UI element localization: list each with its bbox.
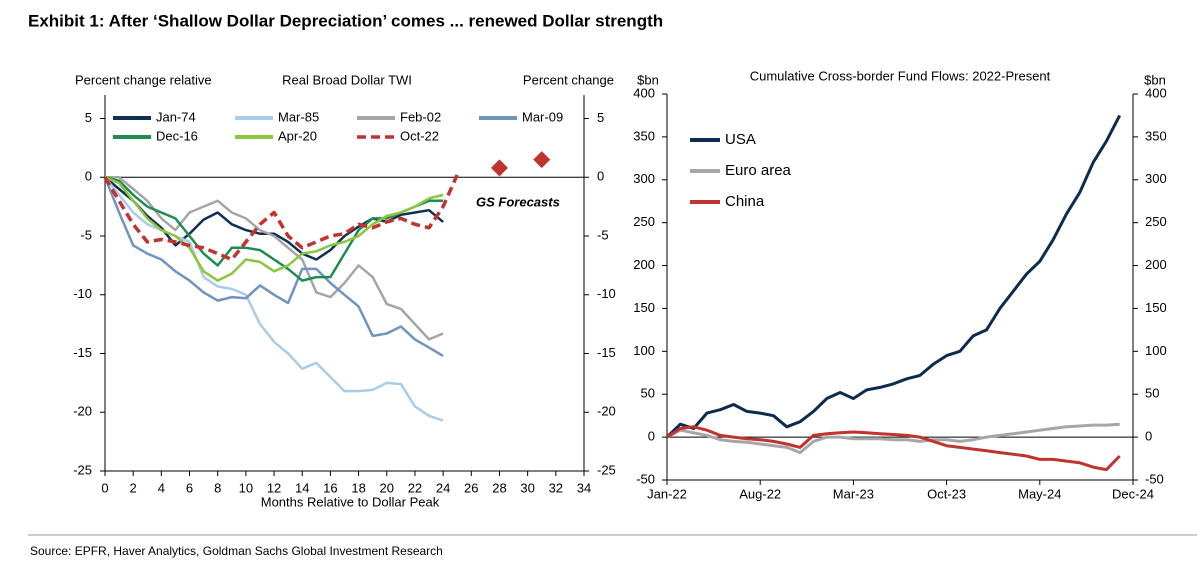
legend-label: Apr-20	[278, 128, 317, 143]
y2-tick-label: 0	[597, 169, 604, 184]
series-line	[104, 176, 444, 282]
x-tick-label: 24	[436, 480, 450, 495]
y-tick-label: 100	[633, 343, 655, 358]
y2-tick-label: 5	[597, 110, 604, 125]
series-line	[104, 176, 444, 261]
source: Source: EPFR, Haver Analytics, Goldman S…	[30, 544, 443, 558]
series-line	[666, 422, 1120, 455]
series-line	[103, 174, 459, 262]
legend-label: Dec-16	[156, 128, 198, 143]
x-tick-label: 12	[267, 480, 281, 495]
y-axis-label: $bn	[637, 72, 659, 87]
series-line	[104, 176, 444, 282]
x-tick-label: 18	[351, 480, 365, 495]
y2-axis-label: $bn	[1144, 72, 1166, 87]
x-tick-label: 34	[577, 480, 591, 495]
y2-tick-label: 200	[1145, 257, 1167, 272]
x-axis-label: Months Relative to Dollar Peak	[261, 494, 440, 509]
series-line	[103, 176, 444, 357]
y-tick-label: -10	[73, 286, 92, 301]
x-tick-label: Jan-22	[647, 486, 687, 501]
legend-label: Mar-09	[522, 109, 563, 124]
y2-tick-label: 150	[1145, 300, 1167, 315]
x-tick-label: 26	[464, 480, 478, 495]
legend-label: Mar-85	[278, 109, 319, 124]
y-tick-label: 400	[633, 85, 655, 100]
chart-title: Cumulative Cross-border Fund Flows: 2022…	[750, 68, 1051, 83]
y2-tick-label: -5	[597, 227, 609, 242]
x-tick-label: 16	[323, 480, 337, 495]
y-tick-label: -5	[80, 227, 92, 242]
y-tick-label: 350	[633, 128, 655, 143]
y-tick-label: -20	[73, 404, 92, 419]
forecast-point	[490, 159, 508, 177]
y2-tick-label: 0	[1145, 429, 1152, 444]
series-line	[665, 114, 1122, 439]
x-tick-label: 10	[239, 480, 253, 495]
y-axis-label: Percent change relative	[75, 72, 212, 87]
series-line	[105, 176, 444, 341]
legend-label: Feb-02	[400, 109, 441, 124]
legend-label: Jan-74	[156, 109, 196, 124]
y-tick-label: -50	[636, 471, 655, 486]
annotation: GS Forecasts	[476, 194, 560, 209]
y2-axis-label: Percent change	[523, 72, 614, 87]
x-tick-label: Mar-23	[833, 486, 874, 501]
forecast-point	[533, 151, 551, 169]
legend-label: Euro area	[725, 162, 792, 179]
chart-title: Real Broad Dollar TWI	[282, 72, 412, 87]
x-tick-label: May-24	[1018, 486, 1061, 501]
y-tick-label: 200	[633, 257, 655, 272]
x-tick-label: 32	[549, 480, 563, 495]
x-tick-label: 8	[214, 480, 221, 495]
legend-label: USA	[725, 131, 756, 148]
x-tick-label: 14	[295, 480, 309, 495]
y2-tick-label: -25	[597, 462, 616, 477]
y2-tick-label: 50	[1145, 386, 1159, 401]
y-tick-label: 0	[85, 169, 92, 184]
x-tick-label: Aug-22	[739, 486, 781, 501]
y2-tick-label: -50	[1145, 471, 1164, 486]
x-tick-label: 28	[492, 480, 506, 495]
y-tick-label: 0	[648, 429, 655, 444]
y-tick-label: 250	[633, 214, 655, 229]
x-tick-label: 22	[408, 480, 422, 495]
y2-tick-label: 100	[1145, 343, 1167, 358]
page-title: Exhibit 1: After ‘Shallow Dollar Depreci…	[28, 11, 663, 30]
legend-label: China	[725, 193, 765, 210]
x-tick-label: 20	[380, 480, 394, 495]
y-tick-label: 300	[633, 171, 655, 186]
x-tick-label: 2	[130, 480, 137, 495]
x-tick-label: 0	[101, 480, 108, 495]
x-tick-label: Dec-24	[1112, 486, 1154, 501]
y2-tick-label: -15	[597, 345, 616, 360]
y2-tick-label: 350	[1145, 128, 1167, 143]
x-tick-label: 4	[158, 480, 165, 495]
y-tick-label: 50	[641, 386, 655, 401]
y-tick-label: 150	[633, 300, 655, 315]
x-tick-label: Oct-23	[927, 486, 966, 501]
y2-tick-label: 250	[1145, 214, 1167, 229]
y-tick-label: -15	[73, 345, 92, 360]
series-line	[666, 425, 1121, 472]
y2-tick-label: 300	[1145, 171, 1167, 186]
y2-tick-label: -10	[597, 286, 616, 301]
legend-label: Oct-22	[400, 128, 439, 143]
y-tick-label: 5	[85, 110, 92, 125]
x-tick-label: 30	[520, 480, 534, 495]
x-tick-label: 6	[186, 480, 193, 495]
y2-tick-label: 400	[1145, 85, 1167, 100]
y-tick-label: -25	[73, 462, 92, 477]
y2-tick-label: -20	[597, 404, 616, 419]
